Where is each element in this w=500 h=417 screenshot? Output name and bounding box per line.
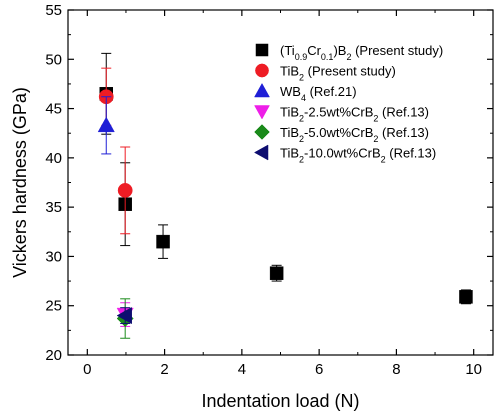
legend-label-subscript: 2 [299, 73, 304, 83]
legend-label: TiB2-10.0wt%CrB2 (Ref.13) [280, 146, 436, 165]
x-tick-label: 10 [465, 361, 482, 378]
legend-label-text: WB [280, 84, 301, 99]
x-tick-label: 8 [392, 361, 400, 378]
y-axis-title: Vickers hardness (GPa) [10, 87, 30, 278]
legend-label-text: TiB [280, 64, 299, 79]
x-tick-label: 2 [160, 361, 168, 378]
y-tick-label: 25 [45, 298, 62, 315]
legend-label-text: TiB [280, 125, 299, 140]
legend-label-subscript: 0.9 [295, 52, 308, 62]
legend-label-subscript: 0.1 [321, 52, 334, 62]
series-2 [97, 96, 115, 155]
legend-label-text: Cr [307, 43, 321, 58]
y-tick-label: 55 [45, 2, 62, 19]
legend-label-text: (Present study) [351, 43, 443, 58]
axes: 0 2 4 6 8 10 20 25 30 35 40 45 50 55 [45, 2, 494, 378]
x-axis-title: Indentation load (N) [201, 391, 359, 411]
x-tick-label: 0 [83, 361, 91, 378]
data-point [117, 182, 133, 198]
legend-marker [254, 82, 270, 98]
legend-label-text: (Ref.13) [378, 105, 429, 120]
legend-label-text: -10.0wt%CrB [304, 146, 381, 161]
legend-label-subscript: 2 [299, 134, 304, 144]
legend-item: TiB2 (Present study) [255, 63, 396, 83]
legend-marker [255, 43, 269, 57]
y-tick-label: 40 [45, 150, 62, 167]
legend-marker [255, 63, 269, 78]
legend: (Ti0.9Cr0.1)B2 (Present study)TiB2 (Pres… [253, 43, 443, 165]
x-tick-label: 6 [315, 361, 323, 378]
plot-area [97, 52, 473, 339]
legend-label-subscript: 2 [373, 114, 378, 124]
legend-item: TiB2-10.0wt%CrB2 (Ref.13) [253, 144, 436, 165]
y-tick-label: 50 [45, 51, 62, 68]
legend-label-subscript: 2 [299, 155, 304, 165]
data-point [97, 116, 115, 133]
legend-item: (Ti0.9Cr0.1)B2 (Present study) [255, 43, 443, 62]
y-tick-label: 45 [45, 101, 62, 118]
legend-label-subscript: 2 [346, 52, 351, 62]
legend-label: WB4 (Ref.21) [280, 84, 357, 103]
x-tick-label: 4 [238, 361, 246, 378]
legend-label-text: (Ref.21) [306, 84, 357, 99]
legend-label-text: (Present study) [304, 64, 396, 79]
legend-label-subscript: 2 [299, 114, 304, 124]
legend-item: WB4 (Ref.21) [254, 82, 357, 103]
legend-label-text: (Ref.13) [386, 146, 437, 161]
legend-label: TiB2-2.5wt%CrB2 (Ref.13) [280, 105, 429, 124]
legend-label: TiB2-5.0wt%CrB2 (Ref.13) [280, 125, 429, 144]
plot-frame [67, 9, 494, 356]
legend-label-subscript: 2 [373, 134, 378, 144]
legend-item: TiB2-5.0wt%CrB2 (Ref.13) [254, 124, 429, 144]
legend-label-text: (Ref.13) [378, 125, 429, 140]
legend-label-subscript: 2 [381, 155, 386, 165]
legend-marker [254, 105, 270, 120]
series-5 [116, 307, 132, 325]
data-point [116, 307, 132, 325]
legend-label: (Ti0.9Cr0.1)B2 (Present study) [280, 43, 443, 62]
legend-label-subscript: 4 [301, 93, 306, 103]
legend-label-text: )B [333, 43, 346, 58]
legend-marker [254, 124, 270, 140]
data-point [459, 290, 473, 304]
legend-label-text: -2.5wt%CrB [304, 105, 373, 120]
y-tick-label: 30 [45, 248, 62, 265]
legend-label-text: (Ti [280, 43, 295, 58]
legend-item: TiB2-2.5wt%CrB2 (Ref.13) [254, 105, 429, 124]
legend-marker [253, 144, 269, 161]
legend-label-text: TiB [280, 146, 299, 161]
legend-label-text: TiB [280, 105, 299, 120]
y-tick-label: 20 [45, 347, 62, 364]
legend-label: TiB2 (Present study) [280, 64, 396, 83]
data-point [156, 234, 170, 249]
legend-label-text: -5.0wt%CrB [304, 125, 373, 140]
data-point [269, 266, 284, 280]
y-tick-label: 35 [45, 199, 62, 216]
